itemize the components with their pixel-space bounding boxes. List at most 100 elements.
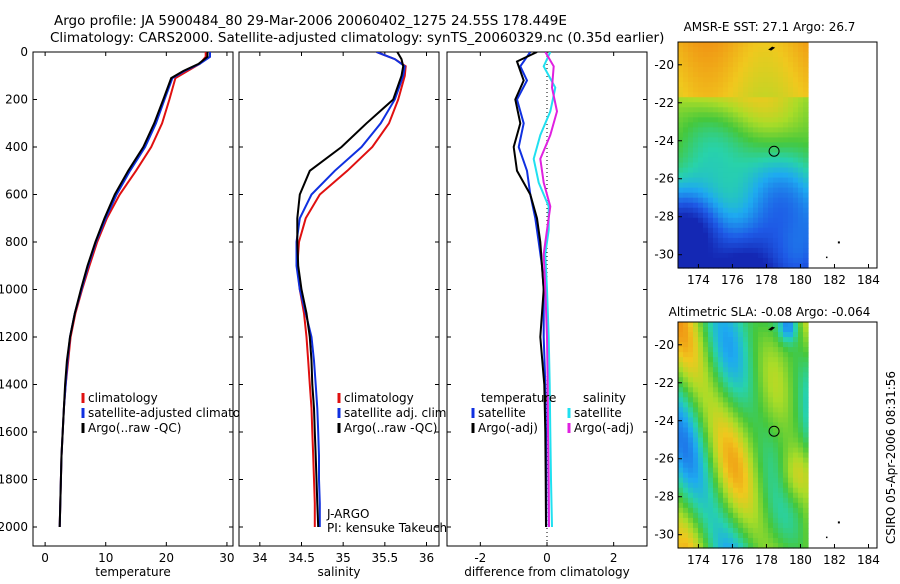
map-cell (713, 527, 719, 534)
map-cell (768, 352, 774, 358)
map-cell (778, 77, 784, 83)
map-cell (758, 482, 764, 489)
map-cell (728, 202, 734, 209)
map-cell (723, 82, 729, 88)
map-cell (678, 407, 684, 413)
map-cell (788, 472, 794, 479)
map-cell (733, 422, 739, 429)
map-cell (783, 157, 789, 164)
map-cell (713, 432, 719, 439)
map-cell (693, 52, 699, 58)
map-cell (758, 137, 764, 144)
map-cell (698, 337, 704, 343)
map-cell (768, 107, 774, 113)
map-cell (698, 392, 704, 398)
map-cell (688, 517, 694, 524)
map-cell (728, 172, 734, 179)
map-cell (763, 427, 769, 434)
map-cell (773, 172, 779, 179)
map-cell (778, 347, 784, 353)
map-cell (793, 97, 799, 103)
map-cell (678, 257, 684, 264)
map-cell (743, 387, 749, 393)
map-cell (753, 137, 759, 144)
y-tick-label: 2000 (0, 520, 28, 534)
map-cell (693, 217, 699, 224)
map-cell (708, 417, 714, 424)
map-cell (783, 332, 789, 338)
map-cell (723, 377, 729, 383)
map-cell (768, 477, 774, 484)
map-cell (748, 92, 754, 98)
map-cell (678, 422, 684, 429)
map-cell (723, 122, 729, 128)
map-cell (703, 262, 709, 269)
map-cell (743, 447, 749, 454)
map-cell (758, 412, 764, 419)
map-cell (738, 397, 744, 403)
map-cell (793, 452, 799, 459)
map-cell (753, 107, 759, 113)
map-cell (798, 147, 804, 154)
map-cell (733, 482, 739, 489)
map-cell (788, 52, 794, 58)
y-tick-label: 800 (5, 235, 28, 249)
map-cell (778, 432, 784, 439)
map-cell (683, 392, 689, 398)
map-cell (723, 252, 729, 259)
map-cell (678, 442, 684, 449)
map-cell (788, 262, 794, 269)
map-cell (703, 517, 709, 524)
map-cell (703, 67, 709, 73)
map-cell (798, 67, 804, 73)
map-cell (753, 392, 759, 398)
map-cell (708, 342, 714, 348)
map-cell (748, 372, 754, 378)
map-cell (678, 112, 684, 118)
map-cell (793, 432, 799, 439)
map-cell (713, 422, 719, 429)
map-cell (718, 117, 724, 123)
map-cell (758, 207, 764, 214)
map-cell (733, 382, 739, 388)
map-cell (728, 257, 734, 264)
map-cell (678, 262, 684, 269)
map-cell (693, 422, 699, 429)
map-cell (718, 327, 724, 333)
map-cell (728, 477, 734, 484)
map-cell (703, 47, 709, 53)
map-cell (738, 217, 744, 224)
map-cell (778, 127, 784, 133)
map-cell (803, 97, 809, 103)
map-cell (778, 227, 784, 234)
map-cell (728, 447, 734, 454)
map-cell (748, 167, 754, 174)
map-cell (698, 62, 704, 68)
map-cell (798, 447, 804, 454)
map-cell (693, 542, 699, 549)
map-cell (683, 47, 689, 53)
map-cell (683, 252, 689, 259)
map-cell (713, 427, 719, 434)
map-cell (713, 417, 719, 424)
map-cell (728, 87, 734, 93)
map-cell (773, 517, 779, 524)
map-cell (743, 492, 749, 499)
map-cell (758, 52, 764, 58)
map-cell (723, 207, 729, 214)
map-cell (758, 442, 764, 449)
map-cell (763, 457, 769, 464)
map-cell (708, 427, 714, 434)
map-cell (718, 427, 724, 434)
map-cell (698, 367, 704, 373)
map-cell (693, 327, 699, 333)
map-cell (738, 457, 744, 464)
map-cell (683, 427, 689, 434)
map-cell (793, 357, 799, 363)
map-cell (778, 197, 784, 204)
map-cell (683, 227, 689, 234)
map-cell (678, 52, 684, 58)
map-cell (688, 417, 694, 424)
map-cell (793, 407, 799, 413)
map-cell (758, 67, 764, 73)
